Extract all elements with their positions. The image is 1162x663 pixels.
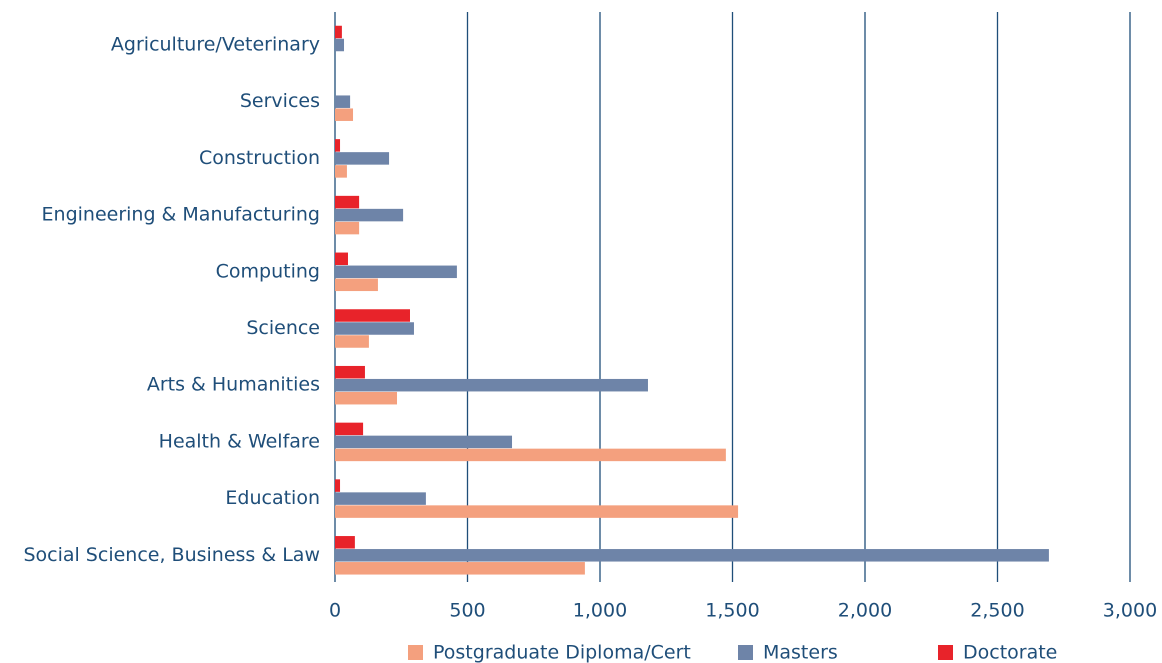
y-tick-label: Engineering & Manufacturing bbox=[42, 204, 320, 226]
bar bbox=[335, 549, 1049, 562]
bar bbox=[335, 108, 354, 121]
bar bbox=[335, 391, 398, 405]
y-tick-label: Computing bbox=[216, 260, 320, 282]
bar bbox=[335, 221, 360, 235]
y-tick-label: Health & Welfare bbox=[159, 430, 320, 452]
x-tick-label: 2,500 bbox=[970, 600, 1024, 622]
bar bbox=[335, 562, 585, 575]
x-tick-label: 1,500 bbox=[705, 600, 759, 622]
bar bbox=[335, 252, 348, 266]
y-tick-label: Services bbox=[240, 90, 320, 112]
bar bbox=[335, 165, 347, 178]
bar bbox=[335, 278, 378, 292]
bar bbox=[335, 208, 404, 222]
bar bbox=[335, 309, 410, 322]
bar bbox=[335, 322, 414, 335]
bar bbox=[335, 378, 648, 392]
x-tick-label: 500 bbox=[449, 600, 485, 622]
x-tick-label: 3,000 bbox=[1103, 600, 1157, 622]
bar bbox=[335, 505, 739, 518]
bar bbox=[335, 422, 364, 436]
bar bbox=[335, 95, 351, 108]
bar bbox=[335, 265, 457, 279]
x-tick-label: 1,000 bbox=[573, 600, 627, 622]
y-tick-label: Education bbox=[225, 487, 320, 509]
legend-swatch bbox=[938, 645, 953, 660]
bar bbox=[335, 38, 345, 52]
bar bbox=[335, 195, 360, 209]
bar bbox=[335, 492, 426, 505]
x-tick-label: 0 bbox=[329, 600, 341, 622]
legend-label: Postgraduate Diploma/Cert bbox=[433, 642, 691, 663]
bar bbox=[335, 435, 513, 449]
y-tick-label: Construction bbox=[199, 147, 320, 169]
legend-swatch bbox=[738, 645, 753, 660]
legend-label: Doctorate bbox=[963, 642, 1057, 663]
bar bbox=[335, 536, 355, 549]
bar bbox=[335, 365, 365, 379]
legend-swatch bbox=[408, 645, 423, 660]
x-tick-label: 2,000 bbox=[838, 600, 892, 622]
bar bbox=[335, 335, 369, 348]
y-tick-label: Social Science, Business & Law bbox=[23, 544, 320, 566]
y-tick-label: Agriculture/Veterinary bbox=[111, 34, 320, 56]
y-tick-label: Science bbox=[246, 317, 320, 339]
legend-label: Masters bbox=[763, 642, 838, 663]
bar bbox=[335, 139, 341, 152]
bar bbox=[335, 152, 390, 165]
bar bbox=[335, 25, 342, 39]
y-tick-label: Arts & Humanities bbox=[147, 374, 320, 396]
bar bbox=[335, 479, 341, 492]
bar bbox=[335, 448, 726, 462]
